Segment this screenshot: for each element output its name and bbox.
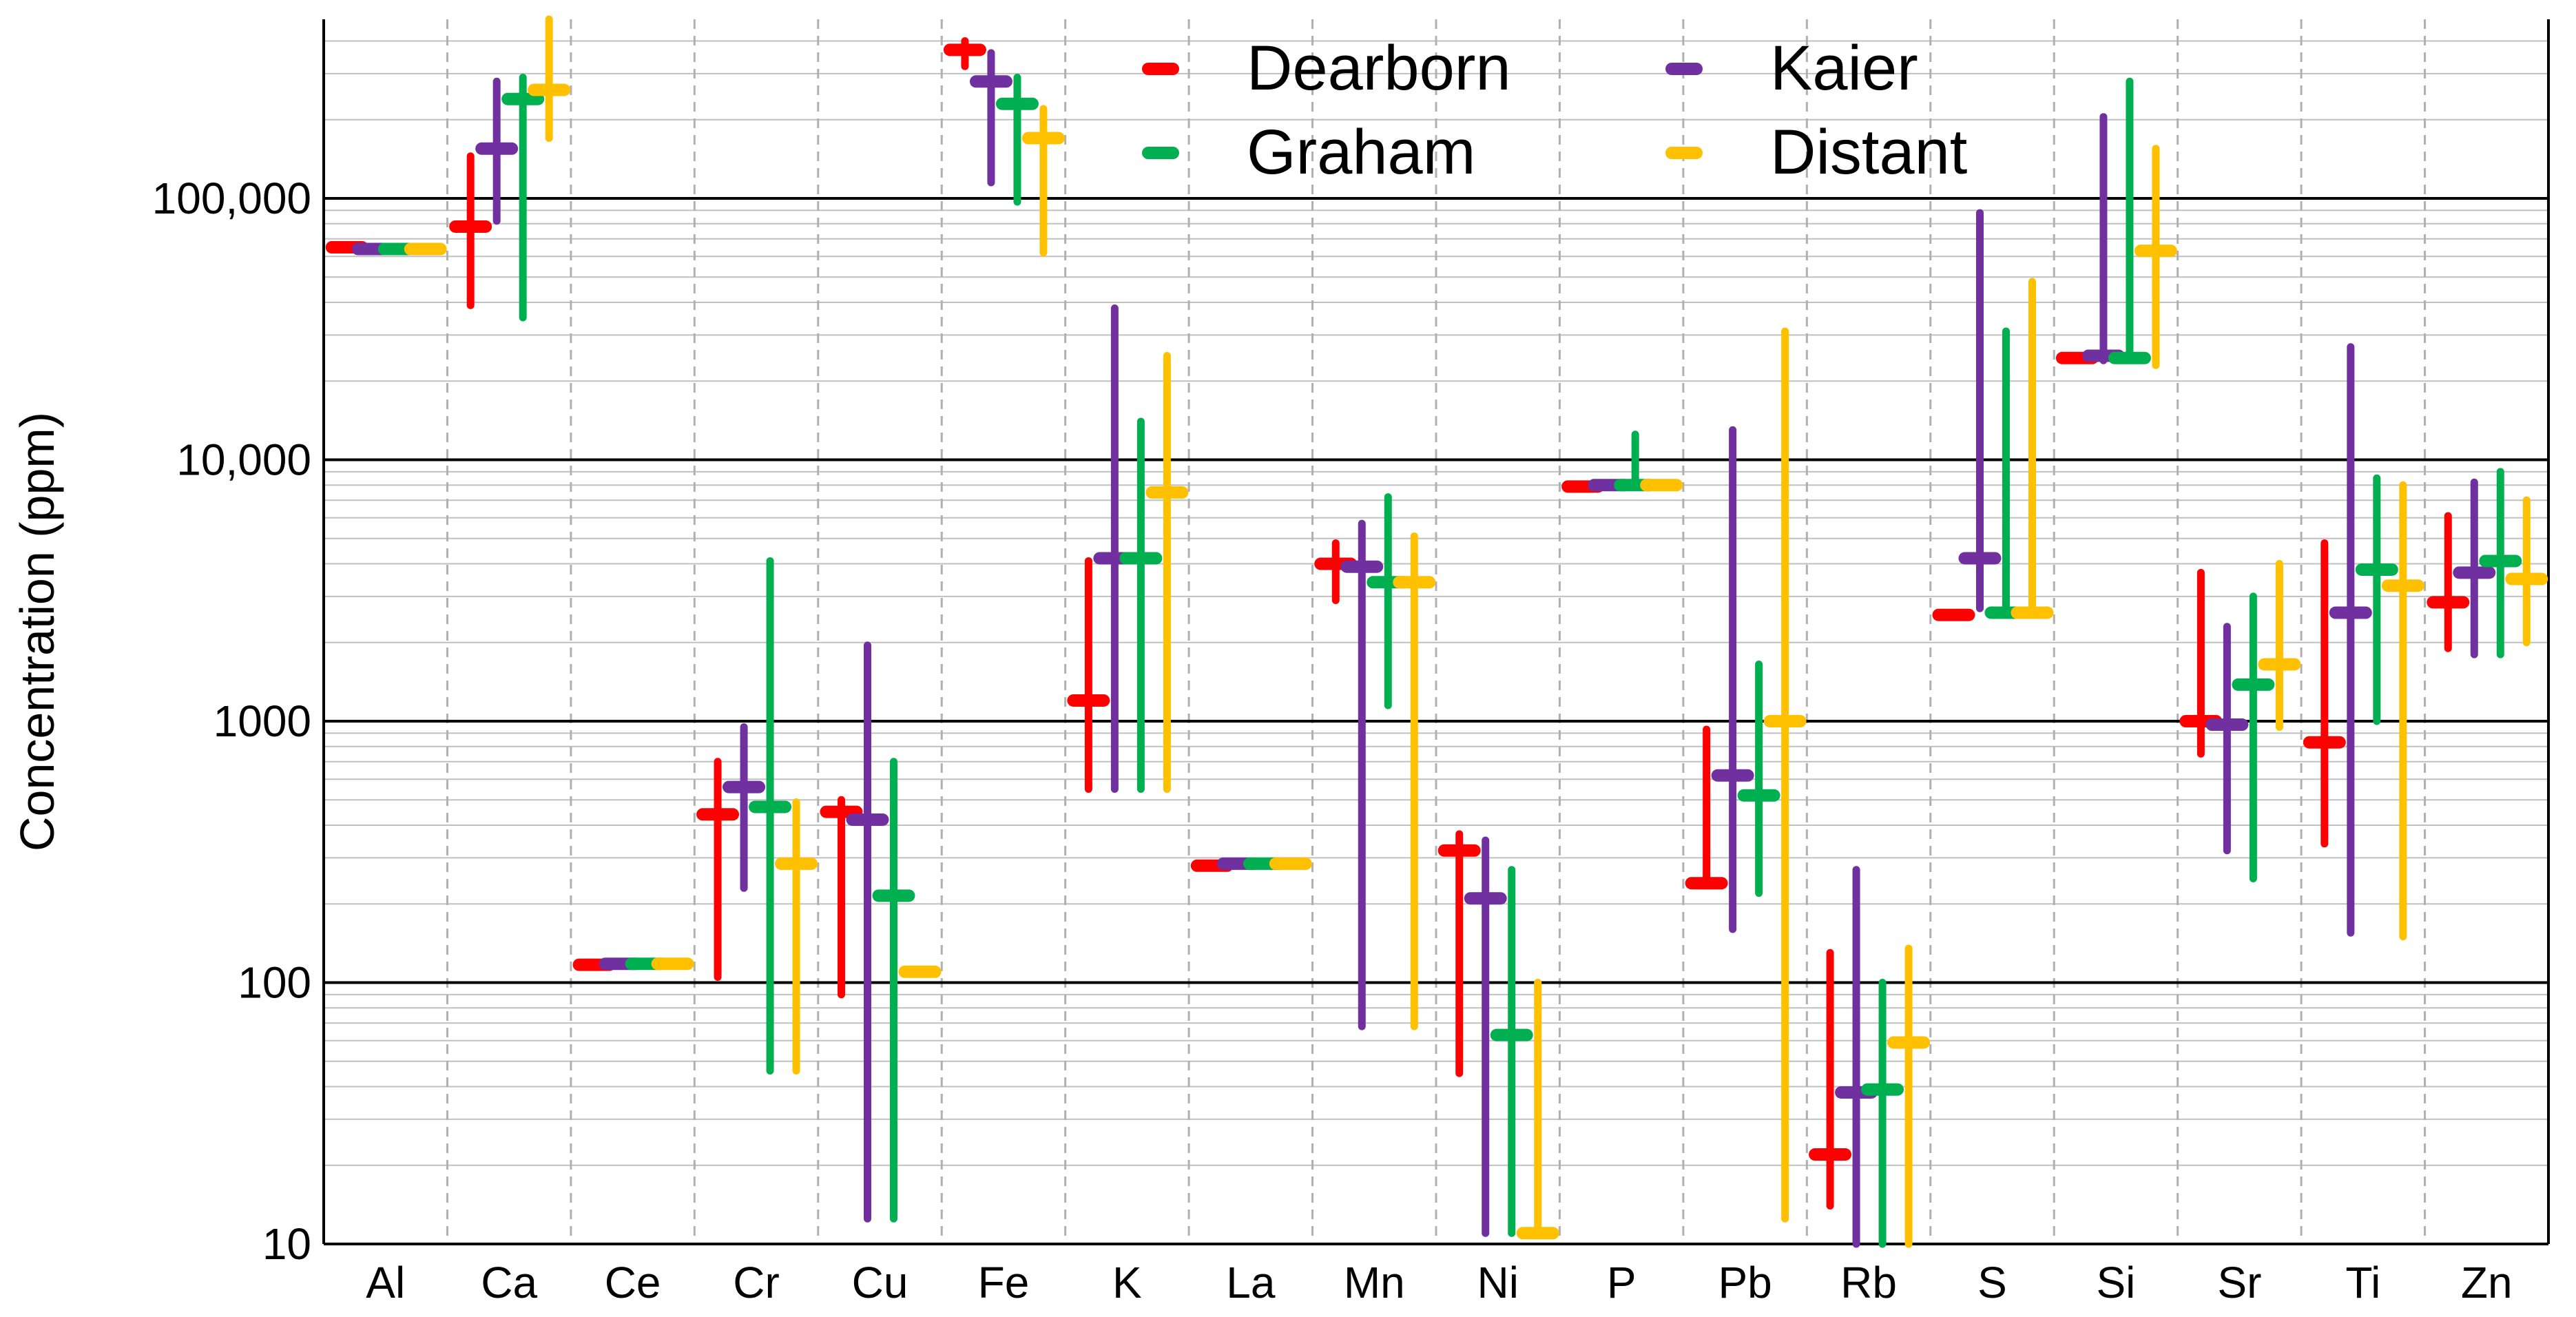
x-tick-label: Rb <box>1840 1258 1897 1307</box>
category-gridlines <box>446 19 2427 1244</box>
legend-label: Graham <box>1247 117 1475 187</box>
x-tick-label: Zn <box>2461 1258 2513 1307</box>
y-tick-label: 100,000 <box>152 174 311 223</box>
series-distant <box>404 15 2548 1248</box>
x-tick-label: Ti <box>2345 1258 2380 1307</box>
x-tick-label: Cr <box>733 1258 780 1307</box>
series-kaier <box>351 49 2496 1248</box>
series-layer <box>325 15 2548 1248</box>
legend-label: Kaier <box>1770 33 1918 103</box>
series-dearborn <box>325 37 2470 1210</box>
x-tick-label: Ce <box>605 1258 661 1307</box>
y-tick-label: 10,000 <box>176 435 311 485</box>
legend-label: Dearborn <box>1247 33 1511 103</box>
x-tick-label: Mn <box>1344 1258 1405 1307</box>
x-tick-label: Sr <box>2217 1258 2261 1307</box>
y-tick-label: 1000 <box>214 696 311 746</box>
series-graham <box>377 74 2522 1248</box>
x-tick-label: Al <box>366 1258 405 1307</box>
legend-item-distant: Distant <box>1665 117 1967 187</box>
legend: Dearborn Kaier Graham Distant <box>1142 33 1967 187</box>
x-tick-label: Fe <box>978 1258 1030 1307</box>
y-tick-label: 100 <box>238 958 311 1008</box>
legend-item-dearborn: Dearborn <box>1142 33 1511 103</box>
x-tick-label: Pb <box>1718 1258 1772 1307</box>
legend-item-graham: Graham <box>1142 117 1475 187</box>
x-tick-label: P <box>1607 1258 1637 1307</box>
major-gridlines <box>324 197 2548 984</box>
x-tick-label: La <box>1226 1258 1276 1307</box>
y-tick-labels: 10 100 1000 10,000 100,000 <box>152 174 311 1269</box>
legend-label: Distant <box>1770 117 1967 187</box>
x-tick-label: Ca <box>481 1258 537 1307</box>
y-axis-title: Concentration (ppm) <box>10 412 64 851</box>
x-tick-label: S <box>1977 1258 2007 1307</box>
legend-item-kaier: Kaier <box>1665 33 1918 103</box>
x-tick-label: K <box>1112 1258 1142 1307</box>
x-tick-labels: Al Ca Ce Cr Cu Fe K La Mn Ni P Pb Rb S Si Sr Ti Zn <box>366 1258 2512 1307</box>
x-tick-label: Si <box>2096 1258 2135 1307</box>
x-tick-label: Cu <box>852 1258 908 1307</box>
plot-frame <box>322 19 2550 1245</box>
x-tick-label: Ni <box>1477 1258 1519 1307</box>
y-tick-label: 10 <box>262 1219 311 1269</box>
